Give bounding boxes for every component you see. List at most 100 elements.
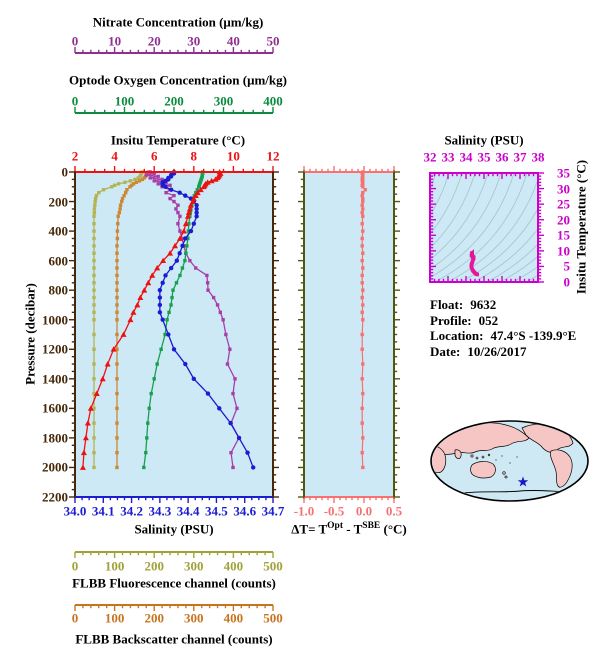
world-map xyxy=(430,420,589,502)
oxygen-tick-label: 300 xyxy=(213,93,234,109)
nitrate-tick-label: 10 xyxy=(108,33,122,49)
oxygen-tick-label: 0 xyxy=(71,93,79,109)
fluorescence-tick-label: 200 xyxy=(144,558,164,574)
pressure-tick-label: 1600 xyxy=(42,400,68,416)
ts-salinity-tick-label: 37 xyxy=(513,149,527,165)
date-label: Date: xyxy=(430,343,461,359)
nitrate-tick-label: 0 xyxy=(71,33,79,49)
axes xyxy=(69,47,544,611)
backscatter-tick-label: 0 xyxy=(71,610,79,626)
salinity-tick-label: 34.1 xyxy=(91,503,115,519)
backscatter-axis-title: FLBB Backscatter channel (counts) xyxy=(75,631,273,647)
ts-salinity-tick-label: 35 xyxy=(477,149,491,165)
ts-curve xyxy=(469,249,480,277)
salinity-tick-label: 34.2 xyxy=(120,503,143,519)
salinity-tick-label: 34.0 xyxy=(63,503,87,519)
plot-backgrounds xyxy=(75,172,538,497)
temperature-tick-label: 12 xyxy=(266,148,280,164)
float-value: 9632 xyxy=(470,297,497,312)
ts-salinity-tick-label: 33 xyxy=(441,149,455,165)
pressure-tick-label: 1000 xyxy=(42,312,68,328)
pressure-tick-label: 2000 xyxy=(42,459,68,475)
location-info-row: Location: 47.4°S -139.9°E xyxy=(430,328,576,344)
salinity-tick-label: 34.6 xyxy=(233,503,257,519)
date-value: 10/26/2017 xyxy=(467,343,527,359)
fluorescence-tick-label: 300 xyxy=(184,558,204,574)
ts-temperature-tick-label: 15 xyxy=(557,227,570,243)
pressure-tick-label: 1800 xyxy=(42,430,68,446)
pressure-tick-label: 2200 xyxy=(42,489,68,505)
fluorescence-tick-label: 0 xyxy=(71,558,79,574)
float-location-star xyxy=(517,476,529,487)
delta-t-axis-title: ΔT= TOpt - TSBE (°C) xyxy=(291,521,407,537)
ts-salinity-axis-title: Salinity (PSU) xyxy=(444,132,524,148)
delta-t-title-sup-opt: Opt xyxy=(327,521,344,532)
series-triangle-2 xyxy=(79,169,224,470)
ts-temperature-tick-label: 5 xyxy=(563,258,571,274)
ts-temperature-tick-label: 35 xyxy=(557,165,570,181)
backscatter-tick-label: 300 xyxy=(184,610,204,626)
delta-t-tick-label: 0.5 xyxy=(385,503,403,519)
backscatter-tick-label: 100 xyxy=(104,610,125,626)
temperature-tick-label: 6 xyxy=(150,148,158,164)
delta-t-tick-label: 0.0 xyxy=(355,503,373,519)
ts-temperature-tick-label: 0 xyxy=(563,274,571,290)
oxygen-axis-title: Optode Oxygen Concentration (μm/kg) xyxy=(69,72,287,88)
pressure-tick-label: 0 xyxy=(61,164,69,180)
delta-t-title-sup-sbe: SBE xyxy=(362,521,381,532)
backscatter-tick-label: 400 xyxy=(223,610,244,626)
nitrate-tick-label: 30 xyxy=(187,33,201,49)
series-square-5 xyxy=(115,170,150,470)
fluorescence-axis-title: FLBB Fluorescence channel (counts) xyxy=(72,575,276,591)
location-label: Location: xyxy=(430,328,484,343)
location-value: 47.4°S -139.9°E xyxy=(490,328,577,343)
ts-temperature-axis-title: Insitu Temperature (°C) xyxy=(573,159,589,295)
profile-series xyxy=(79,169,256,470)
delta-t-tick-label: -1.0 xyxy=(293,503,315,519)
delta-t-title-mid: - T xyxy=(343,521,363,537)
salinity-axis-title: Salinity (PSU) xyxy=(134,521,214,537)
ts-temperature-tick-label: 20 xyxy=(557,212,570,228)
salinity-tick-label: 34.7 xyxy=(261,503,285,519)
fluorescence-tick-label: 400 xyxy=(223,558,244,574)
oxygen-tick-label: 200 xyxy=(164,93,184,109)
profile-label: Profile: xyxy=(430,312,472,328)
delta-t-title-suffix: (°C) xyxy=(380,521,407,537)
delta-t-series xyxy=(360,170,367,470)
ts-temperature-tick-label: 30 xyxy=(557,181,570,197)
series-circle-3 xyxy=(157,169,256,470)
profile-info-row: Profile: 052 xyxy=(430,313,576,329)
salinity-tick-label: 34.5 xyxy=(205,503,228,519)
salinity-tick-label: 34.4 xyxy=(176,503,200,519)
ts-salinity-tick-label: 38 xyxy=(531,149,545,165)
ts-salinity-tick-label: 34 xyxy=(459,149,473,165)
backscatter-tick-label: 200 xyxy=(144,610,164,626)
oxygen-tick-label: 400 xyxy=(263,93,283,109)
float-label: Float: xyxy=(430,297,464,312)
pressure-tick-label: 1400 xyxy=(42,371,68,387)
fluorescence-tick-label: 500 xyxy=(263,558,283,574)
backscatter-tick-label: 500 xyxy=(263,610,283,626)
nitrate-tick-label: 20 xyxy=(147,33,161,49)
ts-salinity-tick-label: 32 xyxy=(423,149,437,165)
ts-temperature-tick-label: 10 xyxy=(557,243,570,259)
temperature-tick-label: 2 xyxy=(71,148,79,164)
oxygen-tick-label: 100 xyxy=(114,93,135,109)
float-info: Float: 9632 Profile: 052 Location: 47.4°S -… xyxy=(430,297,576,359)
temperature-tick-label: 8 xyxy=(190,148,198,164)
ts-temperature-tick-label: 25 xyxy=(557,196,570,212)
pressure-tick-label: 1200 xyxy=(42,341,68,357)
fluorescence-tick-label: 100 xyxy=(104,558,125,574)
pressure-axis-title: Pressure (decibar) xyxy=(22,283,38,385)
delta-t-title-prefix: ΔT= T xyxy=(291,521,328,537)
temperature-tick-label: 10 xyxy=(226,148,240,164)
float-info-row: Float: 9632 xyxy=(430,297,576,313)
delta-t-tick-label: -0.5 xyxy=(323,503,345,519)
pressure-tick-label: 800 xyxy=(48,282,69,298)
pressure-tick-label: 600 xyxy=(48,253,69,269)
pressure-tick-label: 200 xyxy=(48,194,69,210)
nitrate-tick-label: 40 xyxy=(226,33,240,49)
series-square-4 xyxy=(92,170,144,470)
